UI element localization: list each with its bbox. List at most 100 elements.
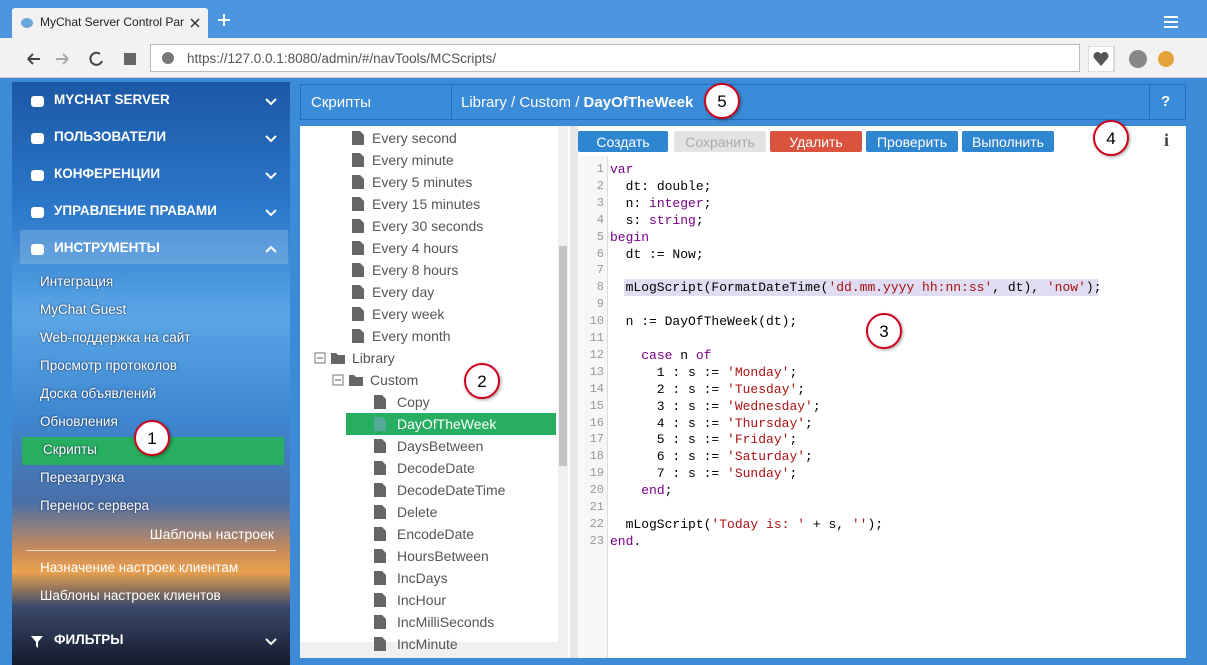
- code-token: );: [1085, 280, 1102, 296]
- menu-item[interactable]: Обновления: [40, 414, 118, 429]
- file-icon: [374, 417, 386, 431]
- line-number: 14: [589, 381, 604, 396]
- code-line: 2 : s := 'Tuesday';: [610, 382, 805, 397]
- line-number: 7: [596, 263, 604, 278]
- tab-title: MyChat Server Control Par: [40, 15, 185, 29]
- section-title[interactable]: ИНСТРУМЕНТЫ: [54, 240, 160, 255]
- section-title[interactable]: ПОЛЬЗОВАТЕЛИ: [54, 129, 167, 144]
- help-button[interactable]: ?: [1161, 93, 1171, 110]
- tree-item[interactable]: DaysBetween: [397, 438, 484, 454]
- tree-item[interactable]: Copy: [397, 394, 430, 410]
- tree-item[interactable]: Every second: [372, 130, 457, 146]
- callout-number: 2: [477, 372, 487, 391]
- tree-panel: Every second Every minute Every 5 minutes E…: [300, 126, 570, 658]
- toolbar-button[interactable]: Выполнить: [962, 131, 1054, 152]
- info-button[interactable]: i: [1164, 130, 1170, 150]
- section-title[interactable]: КОНФЕРЕНЦИИ: [54, 166, 161, 181]
- line-number: 5: [596, 229, 604, 244]
- section-icon: [31, 207, 44, 218]
- tree-item[interactable]: IncMilliSeconds: [397, 614, 495, 630]
- menu-item[interactable]: MyChat Guest: [40, 302, 127, 317]
- tree-item[interactable]: Every month: [372, 328, 451, 344]
- code-line: 7 : s := 'Sunday';: [610, 466, 797, 481]
- tree-item[interactable]: IncMinute: [397, 636, 458, 652]
- tree-item[interactable]: Every 30 seconds: [372, 218, 484, 234]
- file-icon: [374, 615, 386, 629]
- code-token: 'Thursday': [727, 415, 806, 431]
- callout-number: 4: [1106, 129, 1116, 148]
- menu-item[interactable]: Перезагрузка: [40, 470, 125, 485]
- tree-item[interactable]: Every day: [372, 284, 435, 300]
- file-icon: [374, 395, 386, 409]
- code-token: [610, 483, 641, 498]
- callout: 1: [134, 420, 170, 456]
- tree-item[interactable]: Every 15 minutes: [372, 196, 481, 212]
- file-icon: [374, 593, 386, 607]
- code-token: ;: [805, 449, 813, 465]
- menu-item[interactable]: Web-поддержка на сайт: [40, 330, 191, 345]
- menu-item[interactable]: Доска объявлений: [40, 386, 157, 401]
- section-title[interactable]: ФИЛЬТРЫ: [54, 632, 124, 647]
- chevron: [265, 98, 277, 106]
- tab[interactable]: MyChat Server Control Par: [12, 8, 208, 38]
- scroll-thumb[interactable]: [559, 246, 567, 466]
- menu-item[interactable]: Шаблоны настроек клиентов: [40, 588, 221, 603]
- tree-item[interactable]: Every 4 hours: [372, 240, 459, 256]
- menu-item[interactable]: Скрипты: [43, 442, 97, 457]
- url: https://127.0.0.1:8080/admin/#/navTools/…: [187, 51, 497, 66]
- code-line: 6 : s := 'Saturday';: [610, 449, 813, 464]
- code-token: [610, 348, 641, 363]
- menu-item[interactable]: Просмотр протоколов: [40, 358, 177, 373]
- nav-buttons[interactable]: [26, 50, 156, 68]
- line-number: 16: [589, 415, 604, 430]
- code-token: ;: [805, 415, 813, 431]
- new-tab[interactable]: [218, 14, 230, 26]
- menu-item[interactable]: Интеграция: [40, 274, 114, 289]
- code-token: ;: [812, 398, 821, 414]
- file-icon: [352, 263, 364, 277]
- tree-item[interactable]: DecodeDateTime: [397, 482, 506, 498]
- tree-folder[interactable]: Custom: [370, 372, 419, 388]
- tree-item[interactable]: Every 5 minutes: [372, 174, 473, 190]
- tree-item[interactable]: IncDays: [397, 570, 448, 586]
- menu-item[interactable]: Назначение настроек клиентам: [40, 560, 239, 575]
- button-label: Создать: [596, 134, 650, 150]
- code-token: ;: [797, 381, 806, 397]
- code-line: dt := Now;: [610, 247, 704, 262]
- tree-item[interactable]: Every 8 hours: [372, 262, 459, 278]
- code-token: ;: [695, 212, 704, 228]
- splitter[interactable]: [570, 126, 578, 658]
- tab-close[interactable]: [190, 18, 200, 28]
- code-token: 'dd.mm.yyyy hh:nn:ss': [828, 280, 993, 296]
- toolbar-button[interactable]: Создать: [578, 131, 668, 152]
- section-title: Скрипты: [311, 94, 371, 111]
- extension-icons[interactable]: [1088, 46, 1188, 72]
- line-number: 23: [589, 533, 604, 548]
- toolbar-button[interactable]: Сохранить: [674, 131, 766, 152]
- toolbar-button[interactable]: Удалить: [770, 131, 862, 152]
- templates-heading: Шаблоны настроек: [149, 526, 274, 542]
- code-token: ;: [789, 432, 798, 448]
- tree-item[interactable]: EncodeDate: [397, 526, 475, 542]
- tree-item[interactable]: Every minute: [372, 152, 454, 168]
- section-title[interactable]: УПРАВЛЕНИЕ ПРАВАМИ: [54, 203, 217, 218]
- menu-item[interactable]: Перенос сервера: [40, 498, 150, 513]
- h-scrollbar: [300, 642, 558, 658]
- tree-item[interactable]: HoursBetween: [397, 548, 489, 564]
- line-number: 1: [596, 162, 604, 176]
- tree-item[interactable]: IncHour: [397, 592, 447, 608]
- tree-item[interactable]: DayOfTheWeek: [397, 416, 497, 432]
- tree-item[interactable]: Delete: [397, 504, 438, 520]
- toolbar-button[interactable]: Проверить: [866, 131, 958, 152]
- tree-item[interactable]: DecodeDate: [397, 460, 475, 476]
- chevron: [265, 172, 277, 180]
- code-token: n: [672, 347, 696, 363]
- divider: [1149, 85, 1150, 119]
- tree-item[interactable]: Every week: [372, 306, 445, 322]
- section-title[interactable]: MYCHAT SERVER: [54, 92, 170, 107]
- file-icon: [352, 153, 364, 167]
- tree-folder[interactable]: Library: [352, 350, 395, 366]
- address-bar[interactable]: https://127.0.0.1:8080/admin/#/navTools/…: [150, 44, 1080, 72]
- callout: 2: [464, 363, 500, 399]
- menu-button[interactable]: [1164, 16, 1178, 28]
